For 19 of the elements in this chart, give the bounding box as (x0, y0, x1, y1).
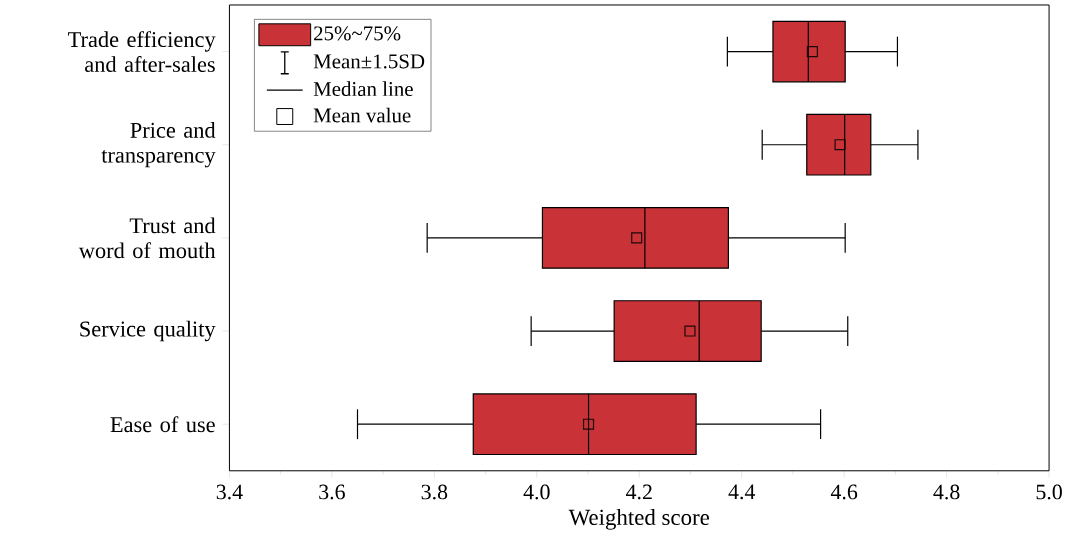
annotation: Mean±1.5SD (313, 54, 425, 69)
x-tick-label: 4.6 (830, 484, 858, 500)
x-axis-title: Weighted score (568, 508, 710, 530)
x-tick-label: 5.0 (1036, 484, 1062, 500)
x-tick-label: 4.4 (728, 484, 756, 500)
x-tick-label: 4.2 (626, 484, 652, 500)
y-tick-label: Trade efficiency and after-sales (68, 30, 216, 72)
y-tick-label: Price and transparency (101, 121, 216, 168)
y-tick-label: Ease of use (110, 416, 215, 432)
x-tick-label: 3.8 (421, 484, 448, 500)
y-tick-label: Trust and word of mouth (78, 217, 216, 258)
y-tick-label: Service quality (80, 320, 216, 342)
x-tick-label: 3.4 (216, 484, 243, 500)
legend-label: 25%~75% (314, 26, 401, 41)
x-tick-label: 4.0 (523, 484, 550, 500)
annotation: Median line (313, 81, 413, 96)
x-tick-label: 4.8 (933, 484, 960, 500)
annotation: Mean value (313, 107, 411, 123)
x-tick-label: 3.6 (319, 484, 345, 500)
